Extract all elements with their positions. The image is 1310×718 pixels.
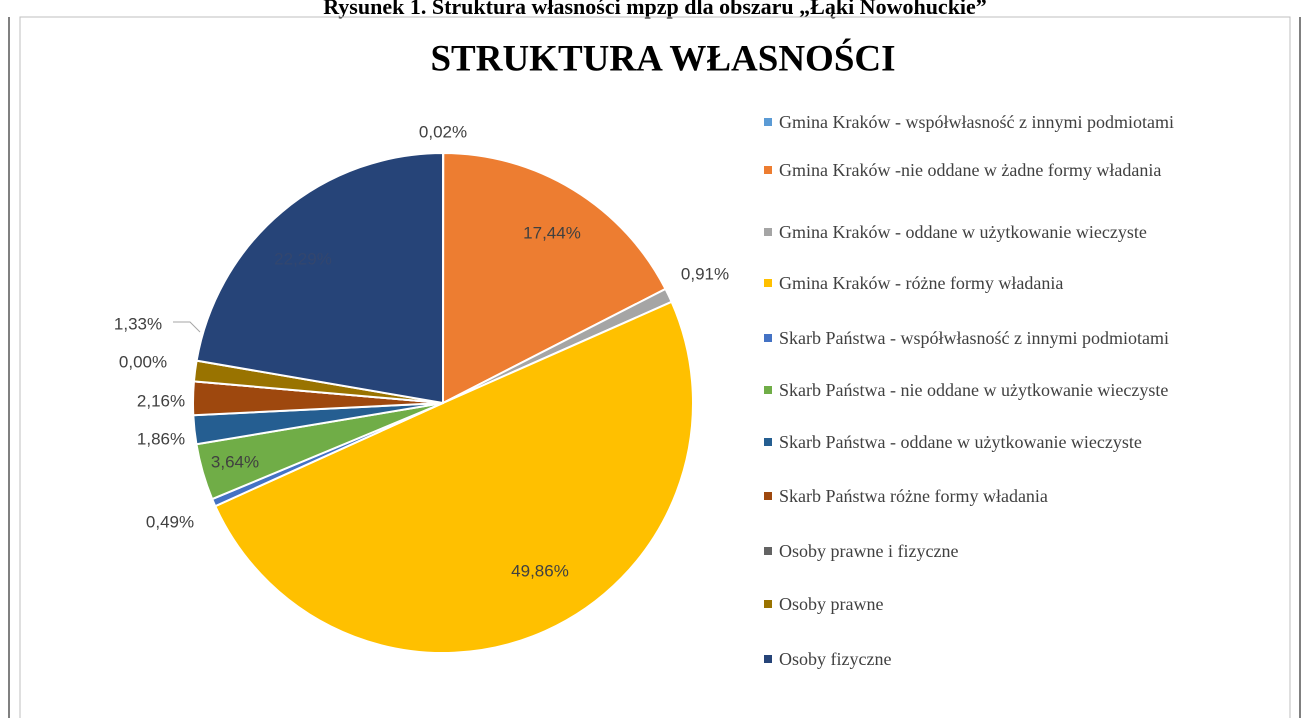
data-label: 0,00% bbox=[119, 352, 167, 371]
legend-item: Osoby prawne i fizyczne bbox=[764, 539, 1284, 563]
pie-slice bbox=[213, 300, 694, 654]
legend-item: Osoby fizyczne bbox=[764, 647, 1284, 671]
legend-item: Osoby prawne bbox=[764, 592, 1284, 616]
legend-swatch bbox=[764, 438, 772, 446]
data-label: 3,64% bbox=[211, 452, 259, 471]
legend-label: Skarb Państwa - nie oddane w użytkowanie… bbox=[779, 380, 1169, 400]
legend-item: Gmina Kraków - różne formy władania bbox=[764, 271, 1284, 295]
chart-title: STRUKTURA WŁASNOŚCI bbox=[430, 37, 895, 79]
legend-swatch bbox=[764, 118, 772, 126]
data-label: 22,29% bbox=[274, 249, 332, 268]
caption: Rysunek 1. Struktura własności mpzp dla … bbox=[323, 0, 987, 19]
legend-label: Gmina Kraków - współwłasność z innymi po… bbox=[779, 112, 1174, 132]
pie-slice bbox=[195, 151, 444, 405]
legend-item: Skarb Państwa - nie oddane w użytkowanie… bbox=[764, 378, 1284, 402]
data-label: 1,33% bbox=[114, 314, 162, 333]
data-label: 17,44% bbox=[523, 223, 581, 242]
legend-label: Osoby prawne i fizyczne bbox=[779, 541, 959, 561]
legend-swatch bbox=[764, 547, 772, 555]
legend-item: Gmina Kraków - współwłasność z innymi po… bbox=[764, 110, 1284, 134]
legend-item: Gmina Kraków -nie oddane w żadne formy w… bbox=[764, 158, 1284, 182]
legend-label: Skarb Państwa - oddane w użytkowanie wie… bbox=[779, 432, 1142, 452]
data-label: 0,49% bbox=[146, 512, 194, 531]
pie bbox=[192, 151, 694, 654]
data-label: 1,86% bbox=[137, 429, 185, 448]
legend-item: Skarb Państwa - współwłasność z innymi p… bbox=[764, 326, 1284, 350]
legend-item: Skarb Państwa - oddane w użytkowanie wie… bbox=[764, 430, 1284, 454]
legend-item: Gmina Kraków - oddane w użytkowanie wiec… bbox=[764, 220, 1284, 244]
leader-line bbox=[173, 321, 201, 333]
data-label: 0,02% bbox=[419, 122, 467, 141]
legend-swatch bbox=[764, 228, 772, 236]
legend-label: Skarb Państwa różne formy władania bbox=[779, 486, 1048, 506]
legend-label: Gmina Kraków - oddane w użytkowanie wiec… bbox=[779, 222, 1147, 242]
legend-label: Osoby prawne bbox=[779, 594, 884, 614]
legend-label: Gmina Kraków -nie oddane w żadne formy w… bbox=[779, 160, 1162, 180]
chart-border bbox=[19, 16, 1291, 718]
pie-slice bbox=[441, 151, 667, 405]
legend-label: Skarb Państwa - współwłasność z innymi p… bbox=[779, 328, 1169, 348]
data-label: 49,86% bbox=[511, 561, 569, 580]
data-labels: 0,02% 17,44% 0,91% 49,86% 0,49% 3,64% 1,86% 2,1… bbox=[114, 122, 729, 580]
legend-label: Osoby fizyczne bbox=[779, 649, 892, 669]
legend-swatch bbox=[764, 600, 772, 608]
legend-item: Skarb Państwa różne formy władania bbox=[764, 484, 1284, 508]
legend-swatch bbox=[764, 334, 772, 342]
legend-swatch bbox=[764, 279, 772, 287]
legend-swatch bbox=[764, 166, 772, 174]
legend-swatch bbox=[764, 492, 772, 500]
legend-swatch bbox=[764, 655, 772, 663]
legend-label: Gmina Kraków - różne formy władania bbox=[779, 273, 1064, 293]
legend-swatch bbox=[764, 386, 772, 394]
data-label: 0,91% bbox=[681, 264, 729, 283]
data-label: 2,16% bbox=[137, 391, 185, 410]
